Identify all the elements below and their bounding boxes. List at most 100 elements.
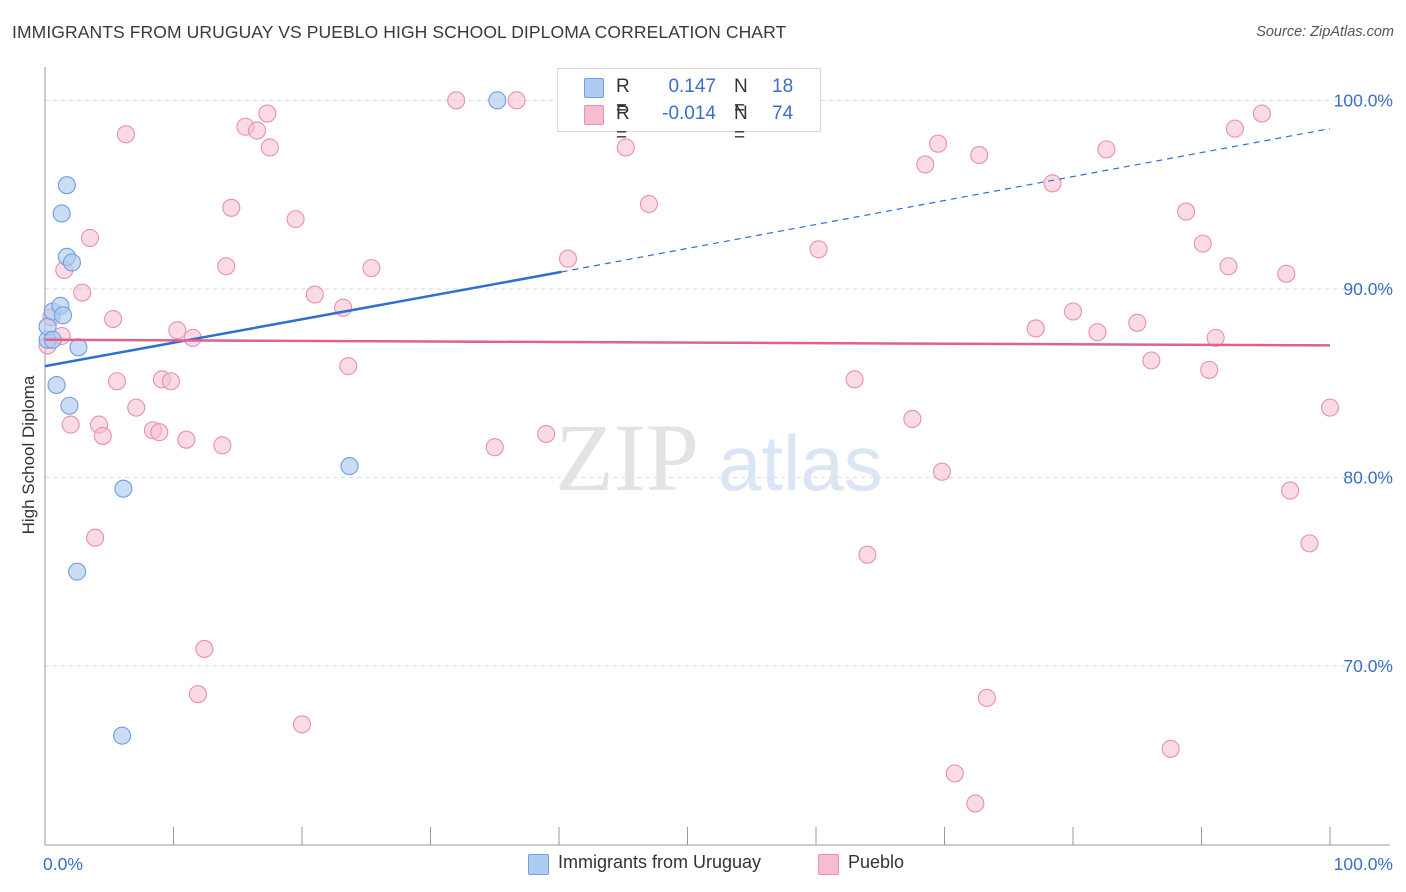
uruguay-point bbox=[488, 91, 507, 110]
pueblo-point bbox=[1300, 534, 1319, 553]
pueblo-point bbox=[362, 259, 381, 278]
uruguay-point bbox=[69, 338, 88, 357]
pueblo-point bbox=[86, 528, 105, 547]
pueblo-point bbox=[1043, 174, 1062, 193]
y-tick-label: 100.0% bbox=[1334, 90, 1393, 110]
uruguay-point bbox=[52, 204, 71, 223]
pueblo-point bbox=[1206, 328, 1225, 347]
pueblo-points bbox=[38, 91, 1340, 813]
pueblo-legend-label: Pueblo bbox=[848, 852, 905, 872]
pueblo-point bbox=[932, 462, 951, 481]
pueblo-point bbox=[258, 104, 277, 123]
source-label: Source: ZipAtlas.com bbox=[1256, 24, 1394, 40]
uruguay-legend-label: Immigrants from Uruguay bbox=[558, 852, 762, 872]
pueblo-point bbox=[168, 321, 187, 340]
uruguay-legend-swatch bbox=[528, 854, 549, 875]
pueblo-point bbox=[213, 436, 232, 455]
pueblo-point bbox=[127, 398, 146, 417]
uruguay-point bbox=[68, 562, 87, 581]
watermark-zip: ZIP bbox=[555, 404, 699, 511]
pueblo-point bbox=[845, 370, 864, 389]
pueblo-point bbox=[339, 357, 358, 376]
pueblo-point bbox=[1026, 319, 1045, 338]
uruguay-trend-line bbox=[44, 270, 562, 368]
x-tick-label: 100.0% bbox=[1334, 854, 1393, 874]
y-axis-label: High School Diploma bbox=[19, 375, 38, 534]
n-value: 74 bbox=[772, 103, 794, 124]
chart-title: IMMIGRANTS FROM URUGUAY VS PUEBLO HIGH S… bbox=[12, 22, 787, 42]
pueblo-point bbox=[61, 415, 80, 434]
pueblo-point bbox=[1161, 739, 1180, 758]
r-value: -0.014 bbox=[662, 103, 716, 124]
pueblo-point bbox=[1252, 104, 1271, 123]
axis-layer bbox=[44, 67, 1390, 846]
pueblo-point bbox=[507, 91, 526, 110]
pueblo-point bbox=[537, 424, 556, 444]
y-tick-label: 90.0% bbox=[1343, 279, 1393, 299]
r-value: 0.147 bbox=[668, 76, 716, 97]
uruguay-trend-extension bbox=[561, 128, 1331, 273]
pueblo-point bbox=[1193, 234, 1212, 253]
tick-labels: 70.0% 80.0% 90.0% 100.0% 0.0% 100.0% bbox=[43, 90, 1393, 874]
pueblo-point bbox=[286, 210, 305, 229]
pueblo-point bbox=[161, 372, 180, 391]
pueblo-point bbox=[188, 685, 207, 704]
pueblo-point bbox=[217, 257, 236, 276]
pueblo-point bbox=[970, 145, 989, 165]
pueblo-point bbox=[447, 91, 466, 110]
grid-layer bbox=[45, 99, 1385, 667]
watermark: ZIP atlas bbox=[555, 404, 883, 511]
y-tick-label: 80.0% bbox=[1343, 467, 1393, 487]
uruguay-point bbox=[113, 726, 132, 745]
pueblo-point bbox=[916, 155, 935, 174]
y-tick-label: 70.0% bbox=[1343, 656, 1393, 676]
watermark-atlas: atlas bbox=[718, 419, 883, 507]
pueblo-point bbox=[1200, 360, 1219, 379]
pueblo-point bbox=[1128, 313, 1147, 332]
stats-legend: R = 0.147 N = 18 R = -0.014 N = 74 bbox=[557, 68, 821, 146]
n-value: 18 bbox=[772, 76, 794, 97]
pueblo-point bbox=[1088, 323, 1107, 342]
pueblo-point bbox=[292, 715, 312, 734]
pueblo-point bbox=[1281, 481, 1300, 500]
pueblo-point bbox=[616, 138, 635, 157]
pueblo-point bbox=[150, 423, 169, 442]
pueblo-point bbox=[903, 409, 922, 428]
pueblo-point bbox=[558, 249, 578, 268]
uruguay-point bbox=[114, 479, 133, 498]
pueblo-point bbox=[639, 194, 659, 214]
x-tick-label: 0.0% bbox=[43, 854, 83, 874]
n-label: N = bbox=[734, 76, 748, 119]
pueblo-point bbox=[260, 138, 279, 157]
pueblo-legend-swatch bbox=[818, 854, 839, 875]
pueblo-point bbox=[1142, 351, 1161, 370]
pueblo-point bbox=[858, 545, 877, 564]
pueblo-point bbox=[809, 240, 828, 259]
r-label: R = bbox=[616, 76, 630, 119]
pueblo-point bbox=[1097, 140, 1116, 159]
uruguay-point bbox=[60, 396, 79, 415]
pueblo-point bbox=[80, 228, 100, 248]
pueblo-point bbox=[929, 134, 948, 153]
n-label: N = bbox=[734, 103, 748, 146]
uruguay-point bbox=[57, 176, 76, 195]
pueblo-point bbox=[93, 426, 112, 445]
pueblo-point bbox=[177, 430, 196, 449]
pueblo-swatch bbox=[584, 105, 604, 125]
pueblo-point bbox=[1219, 257, 1238, 276]
pueblo-point bbox=[1225, 119, 1244, 138]
pueblo-point bbox=[966, 794, 985, 813]
pueblo-point bbox=[104, 309, 123, 329]
pueblo-point bbox=[247, 121, 267, 140]
uruguay-point bbox=[340, 457, 359, 476]
pueblo-point bbox=[1063, 302, 1083, 321]
pueblo-point bbox=[485, 438, 504, 457]
pueblo-point bbox=[1320, 398, 1340, 417]
pueblo-point bbox=[116, 125, 136, 144]
uruguay-point bbox=[62, 253, 82, 272]
pueblo-point bbox=[195, 639, 214, 658]
trend-lines bbox=[44, 128, 1331, 368]
uruguay-point bbox=[47, 375, 66, 395]
pueblo-point bbox=[305, 285, 324, 304]
